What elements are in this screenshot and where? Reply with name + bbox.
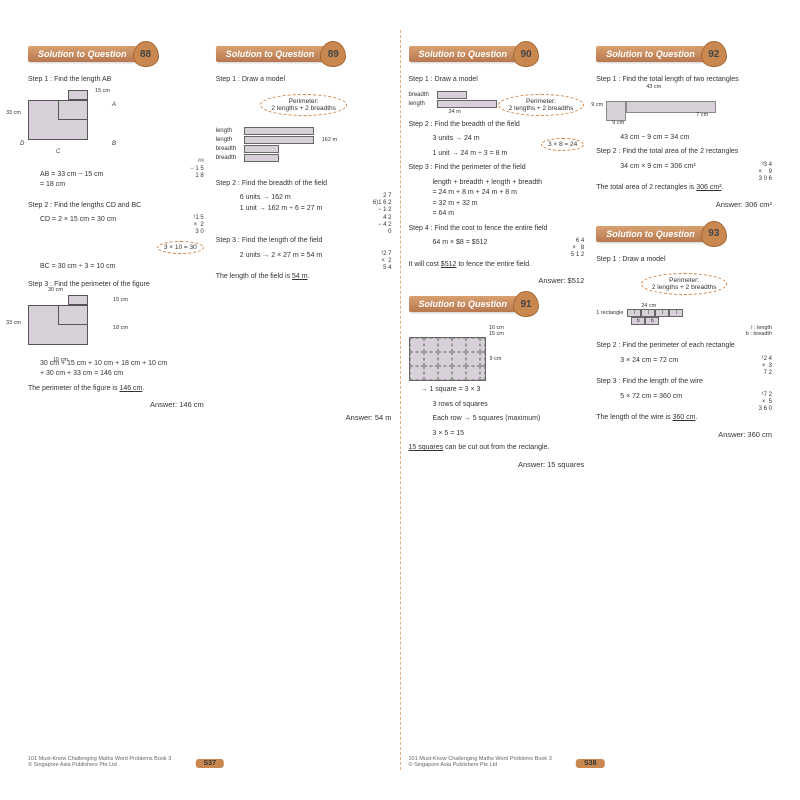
callout: Perimeter: 2 lengths + 2 breadths	[641, 273, 728, 295]
step-label: Step 1 : Draw a model	[409, 75, 585, 86]
step-label: Step 1 : Find the total length of two re…	[596, 75, 772, 86]
calc: ¹2 4 × 3 7 2	[762, 356, 772, 378]
step-label: Step 3 : Find the length of the wire	[596, 377, 772, 388]
step-text: BC = 30 cm ÷ 3 = 10 cm	[40, 262, 204, 273]
header-bar: Solution to Question	[409, 296, 518, 312]
grid-diagram	[409, 337, 486, 381]
calc: ³3 4 × 9 3 0 6	[757, 162, 772, 184]
legend: → 1 square = 3 × 3	[421, 385, 585, 396]
answer: Answer: 146 cm	[28, 400, 204, 409]
badge-91: 91	[513, 291, 539, 317]
solution-88: Solution to Question 88 Step 1 : Find th…	[28, 35, 204, 729]
callout: 3 × 10 = 30	[157, 241, 204, 254]
step-text: 3 rows of squares	[433, 400, 585, 411]
badge-90: 90	[513, 41, 539, 67]
step-text: length + breadth + length + breadth = 24…	[433, 178, 585, 220]
result-text: It will cost $512 to fence the entire fi…	[409, 260, 585, 271]
answer: Answer: $512	[409, 276, 585, 285]
callout: 3 × 8 = 24	[541, 138, 584, 151]
result-text: 15 squares can be cut out from the recta…	[409, 443, 585, 454]
left-page: Solution to Question 88 Step 1 : Find th…	[20, 30, 401, 770]
calc: ¹7 2 × 5 3 6 0	[759, 392, 772, 414]
step-text: 6 units → 162 m	[240, 193, 392, 204]
answer: Answer: 306 cm²	[596, 200, 772, 209]
right-page: Solution to Question 90 Step 1 : Draw a …	[401, 30, 781, 770]
unit-model: 24 cm 1 rectangle l l l l b b	[596, 303, 772, 337]
calc: ¹2 7 × 2 5 4	[381, 251, 391, 273]
header-bar: Solution to Question	[596, 226, 705, 242]
step-label: Step 2 : Find the total area of the 2 re…	[596, 147, 772, 158]
step-label: Step 4 : Find the cost to fence the enti…	[409, 224, 585, 235]
calc: 6 4 × 8 5 1 2	[571, 238, 584, 260]
step-text: 34 cm × 9 cm = 306 cm²	[620, 163, 695, 170]
footer: 101 Must-Know Challenging Maths Word Pro…	[28, 756, 171, 768]
step-label: Step 2 : Find the breadth of the field	[216, 179, 392, 190]
header-bar: Solution to Question	[596, 46, 705, 62]
header-bar: Solution to Question	[409, 46, 518, 62]
solution-90-91: Solution to Question 90 Step 1 : Draw a …	[409, 35, 585, 729]
step-text: Each row → 5 squares (maximum)	[433, 414, 585, 425]
solution-89: Solution to Question 89 Step 1 : Draw a …	[216, 35, 392, 729]
calc: ¹1 5 × 2 3 0	[193, 215, 203, 237]
step-text: 43 cm − 9 cm = 34 cm	[620, 133, 772, 144]
callout: Perimeter: 2 lengths + 2 breadths	[260, 94, 347, 116]
step-text: 3 × 24 cm = 72 cm	[620, 357, 678, 364]
step-label: Step 2 : Find the lengths CD and BC	[28, 201, 204, 212]
answer: Answer: 15 squares	[409, 460, 585, 469]
result-text: The length of the field is 54 m.	[216, 272, 392, 283]
answer: Answer: 54 m	[216, 413, 392, 422]
solution-92-93: Solution to Question 92 Step 1 : Find th…	[596, 35, 772, 729]
header-bar: Solution to Question	[216, 46, 325, 62]
badge-93: 93	[701, 221, 727, 247]
figure-92: 43 cm 9 cm 9 cm 7 cm	[596, 92, 772, 127]
answer: Answer: 360 cm	[596, 430, 772, 439]
step-label: Step 3 : Find the length of the field	[216, 236, 392, 247]
callout: Perimeter: 2 lengths + 2 breadths	[498, 94, 585, 116]
calc: 2 7 6)1 6 2 − 1 2 4 2 − 4 2 0	[373, 193, 392, 236]
figure-88-1: 15 cm 33 cm A B C D	[28, 90, 108, 145]
step-label: Step 2 : Find the perimeter of each rect…	[596, 341, 772, 352]
figure-88-2: 30 cm 15 cm 18 cm 33 cm 10 cm	[28, 295, 108, 355]
header-bar: Solution to Question	[28, 46, 137, 62]
step-text: AB = 33 cm − 15 cm = 18 cm	[40, 171, 103, 189]
step-label: Step 2 : Find the breadth of the field	[409, 120, 585, 131]
page-number: S37	[196, 759, 224, 768]
result-text: The length of the wire is 360 cm.	[596, 413, 772, 424]
step-label: Step 1 : Draw a model	[596, 255, 772, 266]
step-text: 2 units → 2 × 27 m = 54 m	[240, 252, 323, 259]
step-text: 1 unit → 162 m ÷ 6 = 27 m	[240, 204, 392, 215]
step-label: Step 3 : Find the perimeter of the field	[409, 163, 585, 174]
result-text: The total area of 2 rectangles is 306 cm…	[596, 183, 772, 194]
step-label: Step 1 : Find the length AB	[28, 75, 204, 86]
bar-model: breadth length 24 m	[409, 90, 497, 115]
step-text: CD = 2 × 15 cm = 30 cm	[40, 216, 116, 223]
calc: ²³³ − 1 5 1 8	[190, 159, 204, 181]
badge-92: 92	[701, 41, 727, 67]
badge-88: 88	[133, 41, 159, 67]
step-text: 64 m × $8 = $512	[433, 239, 488, 246]
result-text: The perimeter of the figure is 146 cm.	[28, 384, 204, 395]
footer: 101 Must-Know Challenging Maths Word Pro…	[409, 756, 552, 768]
step-label: Step 1 : Draw a model	[216, 75, 392, 86]
step-text: 5 × 72 cm = 360 cm	[620, 393, 682, 400]
step-text: 3 × 5 = 15	[433, 429, 585, 440]
badge-89: 89	[320, 41, 346, 67]
page-number: S38	[576, 759, 604, 768]
bar-model: length length162 m breadth breadth	[216, 126, 337, 163]
